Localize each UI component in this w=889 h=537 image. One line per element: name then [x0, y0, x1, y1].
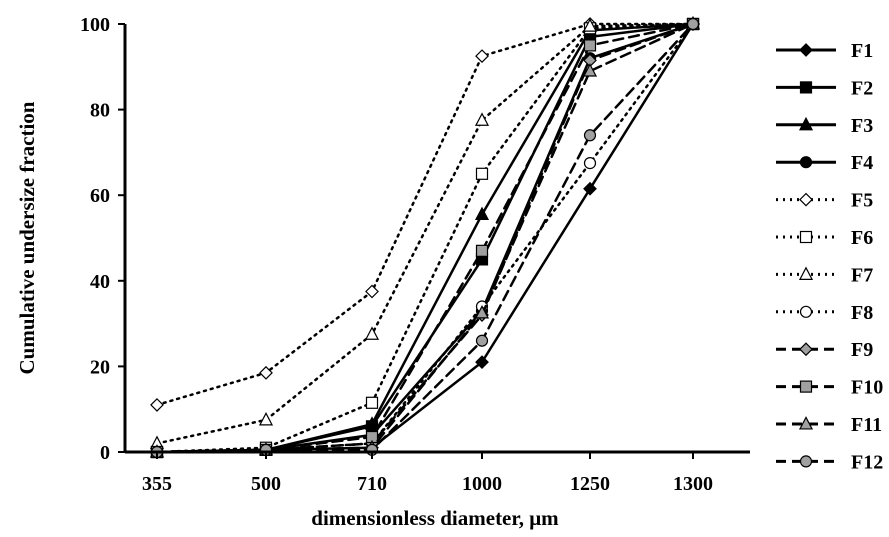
legend-label: F6	[851, 227, 873, 249]
data-point-f11-3	[474, 305, 490, 319]
legend-swatch-marker	[799, 192, 813, 207]
legend-item-f6: F6	[776, 227, 873, 249]
x-axis-label: dimensionless diameter, μm	[311, 506, 559, 530]
legend-item-f10: F10	[776, 377, 883, 399]
x-tick-label: 500	[251, 473, 281, 495]
series-f5	[150, 17, 700, 412]
data-point-f12-3	[475, 334, 489, 347]
y-tick-label: 40	[90, 271, 110, 293]
legend-label: F8	[851, 302, 873, 324]
legend-label: F7	[851, 264, 873, 286]
series-f4	[150, 17, 700, 459]
series-line-f10	[155, 22, 695, 454]
series-line-f5	[155, 22, 695, 407]
legend-label: F1	[851, 40, 873, 62]
data-point-f5-0	[150, 398, 164, 412]
data-point-f10-3	[475, 244, 489, 257]
legend-swatch-marker	[798, 116, 814, 131]
legend-label: F4	[851, 152, 873, 174]
data-point-f12-5	[686, 17, 700, 31]
data-point-f10-4	[583, 39, 597, 52]
legend-item-f3: F3	[776, 115, 873, 137]
legend-item-f12: F12	[776, 451, 883, 473]
data-point-f7-1	[258, 412, 274, 426]
legend-item-f11: F11	[776, 414, 882, 436]
series-line-f2	[155, 22, 695, 454]
series-line-f11	[155, 22, 695, 454]
data-point-f1-4	[583, 181, 597, 196]
legend-item-f7: F7	[776, 264, 873, 286]
x-tick-label: 355	[142, 473, 172, 495]
data-point-f3-3	[474, 206, 490, 221]
x-tick-label: 1250	[570, 473, 610, 495]
series-line-f3	[155, 22, 695, 454]
data-point-f5-3	[475, 49, 489, 63]
x-tick-label: 1000	[462, 473, 502, 495]
series-f2	[150, 17, 700, 459]
data-point-f6-3	[475, 167, 489, 180]
legend-swatch-marker	[799, 305, 813, 318]
legend-item-f5: F5	[776, 190, 873, 212]
data-point-f11-4	[582, 63, 598, 77]
series-f12	[150, 17, 700, 459]
series-f10	[150, 17, 700, 459]
data-point-f7-2	[364, 326, 380, 340]
y-tick-label: 80	[90, 100, 110, 122]
legend-item-f4: F4	[776, 152, 873, 174]
data-point-f1-3	[475, 355, 489, 370]
legend-swatch-marker	[799, 455, 813, 468]
x-tick-label: 710	[357, 473, 387, 495]
legend-swatch-marker	[799, 43, 813, 57]
legend-swatch-marker	[799, 380, 813, 393]
legend-swatch-marker	[799, 81, 813, 94]
series-line-f4	[155, 22, 695, 454]
data-point-f6-2	[365, 396, 379, 409]
data-point-f5-2	[365, 284, 379, 299]
series-line-f8	[155, 22, 695, 454]
legend-label: F10	[851, 377, 883, 399]
legend-label: F5	[851, 190, 873, 212]
plot-series	[149, 16, 701, 459]
data-point-f7-4	[582, 18, 598, 32]
y-axis-label: Cumulative undersize fraction	[15, 101, 39, 374]
series-f11	[149, 16, 701, 458]
legend-swatch-marker	[799, 230, 813, 244]
series-line-f12	[155, 22, 695, 454]
series-line-f1	[155, 22, 695, 454]
legend-item-f8: F8	[776, 302, 873, 324]
series-f1	[150, 17, 700, 459]
legend-item-f9: F9	[776, 339, 873, 361]
series-line-f6	[155, 22, 695, 454]
series-f3	[149, 16, 701, 458]
y-tick-label: 60	[90, 185, 110, 207]
y-tick-label: 100	[80, 14, 110, 36]
legend-label: F3	[851, 115, 873, 137]
series-f9	[150, 17, 700, 459]
x-tick-label: 1300	[673, 473, 713, 495]
data-point-f7-3	[474, 112, 490, 126]
legend-label: F9	[851, 339, 873, 361]
y-tick-label: 0	[100, 442, 110, 464]
legend-swatch-marker	[799, 156, 813, 169]
legend-label: F2	[851, 77, 873, 99]
data-point-f5-1	[259, 365, 273, 380]
axes	[123, 24, 750, 454]
legend: F1 F2 F3 F4 F5 F6 F7 F8 F9 F10 F11 F12	[776, 40, 883, 473]
legend-label: F11	[851, 414, 882, 436]
legend-swatch-marker	[798, 266, 814, 280]
ticks: 0 20 40 60 80 100 355 500 710 1000 1250 1300	[80, 14, 713, 495]
legend-swatch-marker	[798, 416, 814, 430]
legend-item-f2: F2	[776, 77, 873, 99]
series-f8	[150, 17, 700, 459]
legend-label: F12	[851, 451, 883, 473]
series-line-f9	[155, 22, 695, 454]
data-point-f12-4	[583, 129, 597, 142]
series-f6	[150, 17, 700, 459]
y-tick-label: 20	[90, 356, 110, 378]
data-point-f8-4	[583, 157, 597, 170]
legend-swatch-marker	[799, 342, 813, 357]
legend-item-f1: F1	[776, 40, 873, 62]
series-line-f7	[155, 22, 695, 445]
